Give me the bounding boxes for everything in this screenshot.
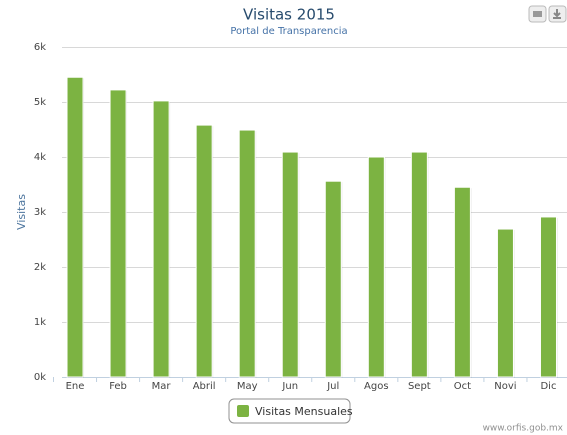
legend-box[interactable] <box>228 398 351 424</box>
x-tick-label: May <box>237 381 258 392</box>
bar <box>66 76 84 378</box>
legend-label: Visitas Mensuales <box>255 405 353 418</box>
credits: www.orfis.gob.mx <box>483 424 564 434</box>
bar <box>453 186 471 378</box>
bar <box>281 151 299 378</box>
y-tick-label: 1k <box>34 317 46 328</box>
bar <box>109 89 127 378</box>
y-tick-label: 0k <box>34 372 46 383</box>
y-tick-label: 3k <box>34 207 46 218</box>
y-tick-label: 5k <box>34 97 46 108</box>
x-tick-label: Sept <box>408 381 431 392</box>
y-tick-label: 4k <box>34 152 46 163</box>
export-buttons[interactable] <box>528 5 567 23</box>
chart-title: Visitas 2015 <box>243 6 335 24</box>
y-tick-label: 2k <box>34 262 46 273</box>
x-tick-label: Novi <box>494 381 516 392</box>
x-tick-label: Dic <box>540 381 556 392</box>
bar <box>195 124 213 378</box>
bar <box>496 228 514 378</box>
bar <box>238 129 256 378</box>
x-tick-label: Ene <box>66 381 85 392</box>
y-axis-label: Visitas <box>15 194 28 230</box>
bar <box>410 151 428 378</box>
bar <box>367 156 385 378</box>
y-tick-label: 6k <box>34 42 46 53</box>
x-tick-label: Abril <box>193 381 216 392</box>
bar <box>324 180 342 378</box>
x-tick-label: Oct <box>454 381 471 392</box>
chart-subtitle: Portal de Transparencia <box>230 26 347 37</box>
x-tick-label: Mar <box>152 381 172 392</box>
bar <box>539 216 557 378</box>
x-tick-label: Jul <box>326 381 339 392</box>
x-tick-label: Agos <box>364 381 389 392</box>
x-tick-label: Feb <box>109 381 127 392</box>
legend-swatch <box>237 405 249 417</box>
x-tick-label: Jun <box>281 381 298 392</box>
bar <box>152 100 170 378</box>
print-icon <box>533 11 542 17</box>
download-icon <box>553 9 561 19</box>
